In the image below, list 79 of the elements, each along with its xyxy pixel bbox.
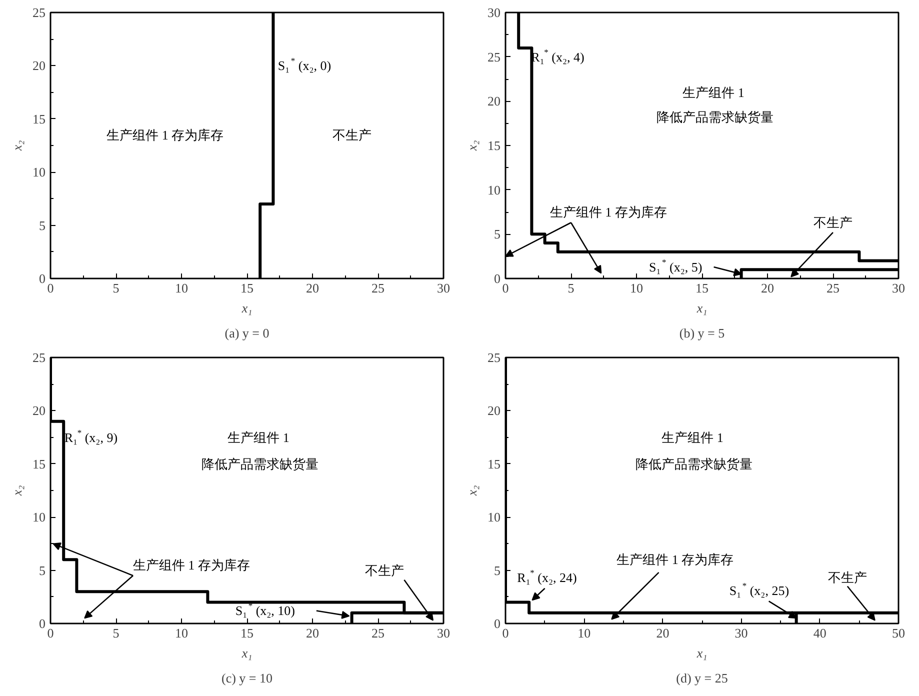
y-tick-label: 20 [488,403,500,418]
y-tick-label: 25 [488,350,500,365]
y-axis-title: x₂ [464,484,480,497]
y-tick-label: 0 [39,271,46,286]
x-tick-label: 20 [306,280,319,296]
x-tick-label: 20 [761,280,774,296]
x-tick-label: 40 [813,626,826,640]
text: (b) y = 5 [679,326,725,340]
y-tick-label: 25 [32,5,46,20]
y-tick-label: 15 [32,456,46,472]
annotation: S₁* (x₂, 5) [649,256,702,274]
annotation: 生产组件 1 存为库存 [132,557,250,572]
x-tick-label: 10 [175,280,188,296]
y-tick-label: 20 [32,58,46,74]
x-axis-title: x₁ [696,646,708,660]
x-tick-label: 20 [656,626,670,640]
y-tick-label: 30 [488,5,500,20]
y-tick-label: 0 [494,616,500,631]
y-tick-label: 25 [32,350,46,365]
annotation: S₁* (x₂, 25) [729,580,790,598]
annotation: 不生产 [332,127,372,142]
annotation: 降低产品需求缺货量 [202,456,319,472]
y-tick-label: 20 [488,94,500,109]
annotation: R₁* (x₂, 9) [64,427,118,445]
x-tick-label: 15 [240,626,254,640]
annotation: S₁* (x₂, 0) [278,56,332,74]
x-tick-label: 10 [630,280,643,296]
annotation: 不生产 [828,570,867,586]
annotation: 不生产 [365,562,404,578]
x-tick-label: 5 [112,626,120,640]
annotation: 降低产品需求缺货量 [656,110,774,125]
y-axis-title: x₂ [464,140,480,152]
annotation: 生产组件 1 存为库存 [616,552,734,568]
x-tick-label: 10 [578,626,591,640]
y-tick-label: 10 [488,182,500,198]
annotation: 生产组件 1 [662,430,724,445]
y-tick-label: 15 [488,138,500,153]
y-tick-label: 0 [39,616,46,631]
y-tick-label: 10 [488,510,500,525]
y-tick-label: 10 [32,164,46,180]
x-tick-label: 50 [892,626,905,640]
x-tick-label: 5 [568,280,574,296]
x-tick-label: 10 [175,626,188,640]
x-tick-label: 30 [437,280,450,296]
text: (c) y = 10 [221,670,273,686]
x-tick-label: 15 [696,280,708,296]
x-axis-title: x₁ [240,300,252,316]
text: (a) y = 0 [224,326,270,340]
y-tick-label: 15 [32,111,46,126]
x-tick-label: 5 [112,280,120,296]
y-tick-label: 5 [494,226,500,242]
x-tick-label: 25 [372,280,384,296]
annotation: R₁* (x₂, 24) [517,568,577,586]
y-tick-label: 25 [488,49,500,64]
annotation: 生产组件 1 存为库存 [550,204,667,220]
x-tick-label: 20 [306,626,319,640]
x-tick-label: 30 [892,280,905,296]
x-axis-title: x₁ [696,300,708,316]
x-tick-label: 25 [372,626,384,640]
x-tick-label: 30 [437,626,450,640]
y-tick-label: 10 [32,510,46,525]
annotation: 不生产 [814,215,852,230]
y-tick-label: 20 [32,403,46,418]
x-tick-label: 25 [826,280,840,296]
y-tick-label: 15 [488,456,500,472]
y-tick-label: 5 [39,218,46,233]
y-tick-label: 5 [494,562,500,578]
annotation: 生产组件 1 [228,430,290,445]
y-axis-title: x₂ [10,140,24,152]
x-tick-label: 30 [734,626,748,640]
annotation: 生产组件 1 [682,84,744,100]
x-axis-title: x₁ [240,646,252,660]
text: (d) y = 25 [676,670,728,686]
annotation: 生产组件 1 存为库存 [106,127,224,142]
x-tick-label: 15 [240,280,254,296]
y-axis-title: x₂ [10,484,24,497]
y-tick-label: 5 [39,562,46,578]
annotation: 降低产品需求缺货量 [636,456,753,472]
y-tick-label: 0 [494,271,500,286]
